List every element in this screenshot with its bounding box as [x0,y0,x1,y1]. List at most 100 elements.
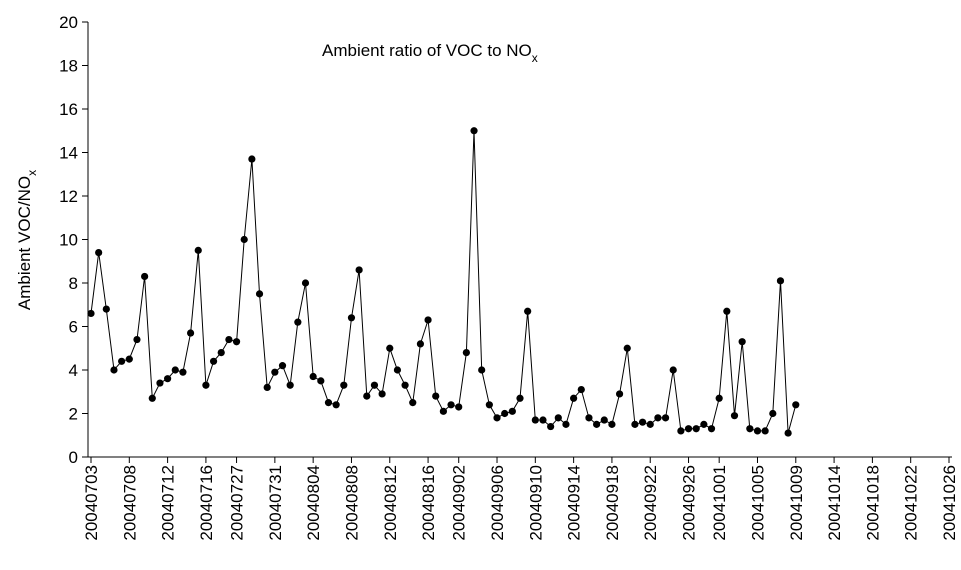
data-point [164,375,172,383]
x-tick-label: 20040703 [82,465,101,541]
data-point [501,409,509,418]
y-tick-label: 0 [69,448,78,467]
y-axis-title: Ambient VOC/NOx [15,170,39,310]
x-tick-label: 20041022 [902,465,921,541]
data-point [301,279,310,287]
data-point [692,425,700,433]
x-tick-label: 20040708 [120,465,139,541]
data-point [95,248,103,257]
data-point [661,414,670,422]
data-point [638,418,647,426]
data-point [631,420,639,428]
data-point [347,314,356,322]
x-tick-label: 20040906 [488,465,507,541]
data-point [516,394,524,402]
x-tick-label: 20040808 [342,465,361,541]
y-tick-label: 18 [59,57,78,76]
data-point [87,309,95,318]
data-point [723,307,731,315]
y-tick-label: 20 [59,13,78,32]
x-tick-label: 20040731 [266,465,285,541]
x-tick-label: 20040926 [680,465,699,541]
data-point [156,379,164,387]
data-point [102,305,110,313]
data-point [409,399,417,407]
data-point [615,390,624,398]
data-point [309,372,317,381]
data-point [623,344,631,352]
x-tick-label: 20041005 [748,465,767,541]
data-point [485,401,493,409]
data-point [363,392,371,400]
data-point [585,414,593,422]
data-point [478,366,486,374]
data-point [677,427,685,435]
data-point [654,414,662,422]
data-point [554,414,562,422]
data-point [271,368,279,376]
data-point [608,420,616,428]
x-tick-label: 20040918 [603,465,622,541]
data-point [340,381,348,389]
x-tick-label: 20041026 [940,465,959,541]
data-point [355,266,363,274]
x-tick-label: 20040712 [159,465,178,541]
data-point [447,401,455,409]
x-tick-label: 20040812 [381,465,400,541]
data-point [539,416,547,424]
data-point [784,429,792,437]
data-point [570,394,578,402]
data-point [255,290,264,298]
data-point [455,403,463,411]
data-point [317,377,325,385]
data-point [125,355,133,363]
data-point [294,318,302,326]
x-tick-label: 20041009 [787,465,806,541]
y-tick-label: 10 [59,231,78,250]
data-point [730,412,739,420]
data-point [761,427,769,435]
data-point [792,401,800,409]
x-tick-label: 20040727 [228,465,247,541]
data-point [286,381,294,389]
data-point [240,235,248,244]
y-tick-label: 2 [69,405,78,424]
title-main: Ambient ratio of VOC to NO [322,41,532,60]
data-point [424,316,432,324]
data-point [562,420,570,428]
data-point [141,272,149,281]
data-point [738,338,746,346]
x-tick-label: 20040716 [197,465,216,541]
x-tick-label: 20041001 [710,465,729,541]
data-point [278,362,287,370]
x-tick-label: 20041014 [825,465,844,541]
data-point [600,416,608,424]
data-point [370,381,379,389]
x-tick-label: 20040922 [641,465,660,541]
y-tick-label: 14 [59,144,78,163]
data-point [386,344,394,352]
data-point [470,127,478,135]
data-point [179,368,187,376]
data-point [462,349,470,357]
data-point [577,385,585,394]
data-point [769,409,777,418]
data-point [416,340,425,348]
data-point [493,414,501,422]
y-tick-label: 6 [69,318,78,337]
y-tick-label: 16 [59,100,78,119]
data-point [225,335,233,344]
data-point [194,246,202,254]
data-point [508,407,516,415]
x-tick-label: 20040804 [304,465,323,541]
x-tick-label: 20040816 [419,465,438,541]
x-tick-label: 20040914 [565,465,584,541]
data-point [110,366,118,374]
data-point [393,366,402,374]
data-point [439,407,447,415]
data-point [669,366,677,374]
data-point [715,394,723,402]
data-point [217,349,225,357]
